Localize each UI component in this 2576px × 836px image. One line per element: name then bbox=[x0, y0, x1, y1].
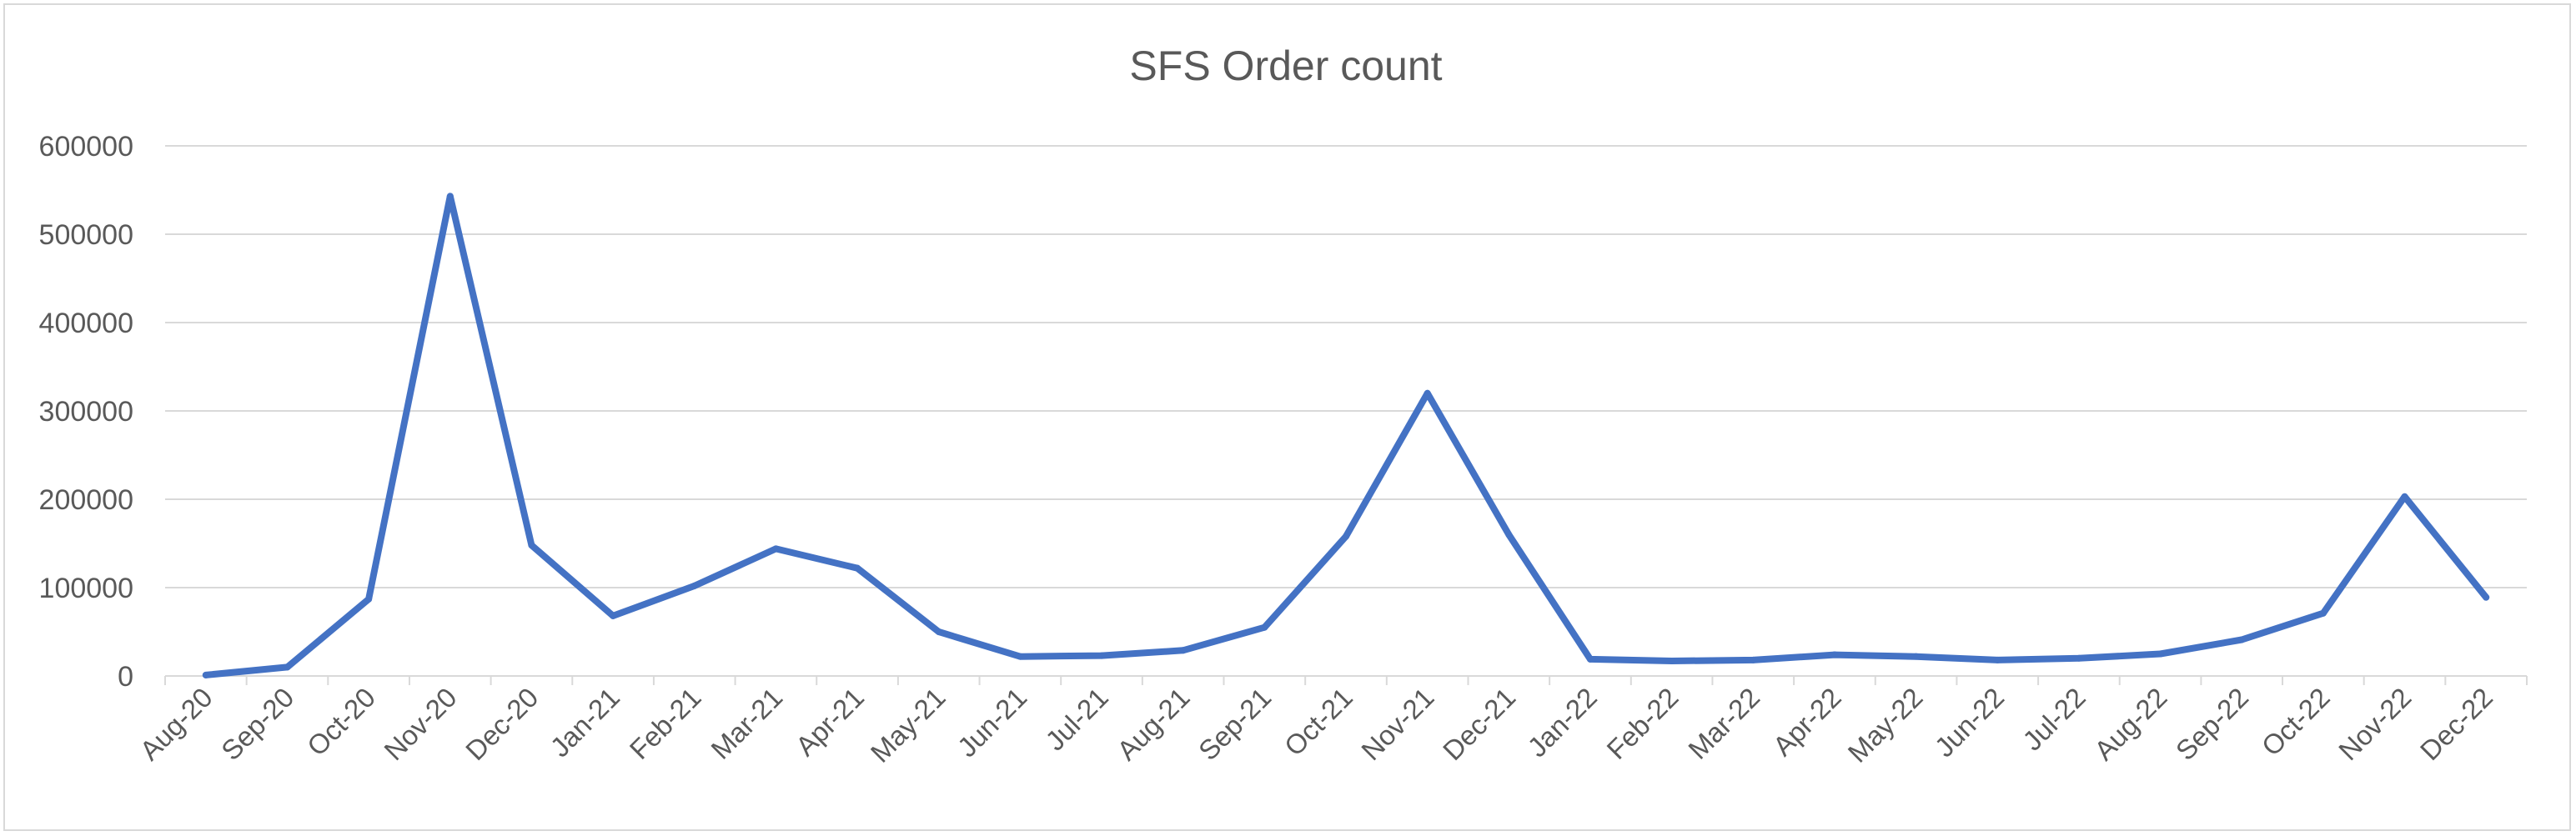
data-point bbox=[1017, 653, 1024, 660]
data-point bbox=[1994, 656, 2001, 663]
chart-title: SFS Order count bbox=[1129, 43, 1442, 89]
x-tick-label: May-21 bbox=[865, 682, 952, 768]
data-point bbox=[690, 582, 698, 589]
x-tick-label: Dec-21 bbox=[1437, 682, 1521, 766]
x-tick-label: Mar-21 bbox=[705, 682, 788, 765]
series-line bbox=[202, 193, 2490, 678]
x-tick-label: Jun-21 bbox=[952, 682, 1033, 763]
x-tick-label: Dec-20 bbox=[459, 682, 544, 766]
y-tick-label: 100000 bbox=[39, 573, 133, 604]
x-tick-label: Oct-20 bbox=[301, 682, 381, 762]
x-tick-label: Aug-21 bbox=[1111, 682, 1195, 766]
x-tick-label: Nov-21 bbox=[1355, 682, 1439, 766]
data-point bbox=[1586, 655, 1594, 663]
x-tick-label: Jun-22 bbox=[1929, 682, 2011, 763]
gridlines bbox=[165, 145, 2527, 588]
data-point bbox=[1830, 651, 1838, 658]
data-point bbox=[2157, 650, 2164, 658]
x-tick-label: Oct-21 bbox=[1278, 682, 1358, 762]
x-tick-label: Oct-22 bbox=[2256, 682, 2336, 762]
y-axis-ticks: 0 100000 200000 300000 400000 500000 600000 bbox=[39, 131, 133, 693]
x-tick-label: Feb-21 bbox=[624, 682, 707, 765]
y-tick-label: 0 bbox=[118, 661, 133, 693]
data-point bbox=[854, 564, 861, 572]
x-tick-label: Mar-22 bbox=[1682, 682, 1765, 765]
x-tick-label: Apr-21 bbox=[790, 682, 870, 762]
data-point bbox=[2238, 636, 2246, 643]
data-point bbox=[528, 542, 535, 549]
x-tick-label: Apr-22 bbox=[1767, 682, 1847, 762]
x-tick-label: Sep-20 bbox=[215, 682, 299, 766]
y-tick-label: 300000 bbox=[39, 396, 133, 428]
x-tick-label: May-22 bbox=[1842, 682, 1929, 768]
y-tick-label: 400000 bbox=[39, 308, 133, 339]
data-point bbox=[284, 663, 291, 671]
x-tick-label: Sep-21 bbox=[1193, 682, 1277, 766]
x-tick-label: Nov-22 bbox=[2332, 682, 2417, 766]
y-tick-label: 600000 bbox=[39, 131, 133, 163]
data-point bbox=[610, 612, 617, 619]
data-point bbox=[1668, 657, 1675, 664]
data-point bbox=[1750, 656, 1757, 663]
data-point bbox=[1179, 647, 1187, 654]
y-tick-label: 500000 bbox=[39, 219, 133, 251]
x-tick-label: Dec-22 bbox=[2414, 682, 2498, 766]
data-point bbox=[1912, 653, 1920, 660]
y-tick-label: 200000 bbox=[39, 484, 133, 516]
data-point bbox=[1261, 623, 1268, 631]
data-point bbox=[2319, 609, 2327, 617]
data-point bbox=[1343, 533, 1349, 540]
data-point bbox=[2401, 493, 2408, 500]
data-point bbox=[202, 671, 209, 678]
data-point bbox=[1424, 389, 1431, 397]
data-point bbox=[446, 193, 454, 200]
data-point bbox=[2075, 654, 2082, 662]
data-point bbox=[365, 595, 373, 603]
chart-frame bbox=[3, 3, 2571, 831]
x-tick-label: Feb-22 bbox=[1600, 682, 1684, 765]
data-point bbox=[2483, 593, 2490, 601]
data-point bbox=[1098, 652, 1106, 659]
x-tick-label: Sep-22 bbox=[2170, 682, 2254, 766]
x-tick-label: Jan-22 bbox=[1521, 682, 1603, 763]
x-tick-label: Nov-20 bbox=[378, 682, 462, 766]
x-tick-label: Aug-20 bbox=[133, 682, 218, 766]
data-point bbox=[935, 628, 942, 635]
x-tick-label: Jul-21 bbox=[1039, 682, 1114, 757]
series-layer bbox=[202, 193, 2490, 678]
data-point bbox=[1505, 531, 1513, 538]
x-axis bbox=[164, 675, 2528, 685]
x-tick-label: Jan-21 bbox=[545, 682, 626, 763]
data-point bbox=[772, 545, 780, 553]
x-tick-label: Aug-22 bbox=[2088, 682, 2172, 766]
x-tick-label: Jul-22 bbox=[2016, 682, 2091, 757]
